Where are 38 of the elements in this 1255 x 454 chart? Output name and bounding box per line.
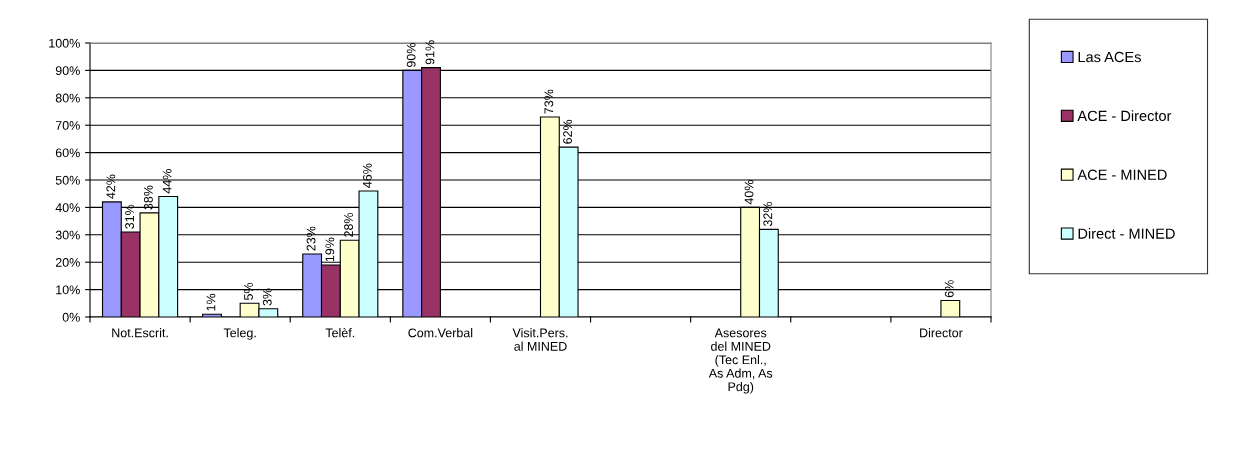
y-tick-label: 30% bbox=[55, 230, 80, 240]
data-label: 23% bbox=[306, 226, 316, 251]
data-label: 46% bbox=[362, 163, 372, 188]
x-tick-label: Teleg. bbox=[223, 328, 256, 340]
x-tick-label: Not.Escrit. bbox=[112, 328, 168, 338]
data-label: 3% bbox=[262, 288, 272, 306]
y-tick-label: 40% bbox=[55, 203, 80, 213]
y-tick-label: 100% bbox=[49, 38, 80, 48]
x-tick-label: Telèf. bbox=[325, 327, 355, 338]
data-label: 38% bbox=[143, 185, 153, 210]
legend-label: Direct - MINED bbox=[1078, 228, 1175, 239]
x-tick-label: Visit.Pers. al MINED bbox=[512, 328, 568, 351]
data-label: 90% bbox=[406, 43, 416, 68]
legend-label: ACE - Director bbox=[1077, 110, 1172, 122]
data-label: 28% bbox=[344, 212, 354, 237]
data-label: 31% bbox=[125, 204, 135, 229]
data-label: 42% bbox=[106, 174, 116, 199]
data-label: 73% bbox=[544, 89, 554, 114]
y-tick-label: 60% bbox=[55, 148, 80, 158]
data-label: 1% bbox=[206, 293, 216, 311]
legend-label: Las ACEs bbox=[1078, 51, 1141, 63]
y-tick-label: 70% bbox=[55, 121, 80, 130]
data-label: 19% bbox=[325, 237, 335, 262]
x-tick-label: Com.Verbal bbox=[408, 328, 473, 338]
y-tick-label: 90% bbox=[55, 66, 80, 76]
legend-label: ACE - MINED bbox=[1077, 169, 1167, 180]
y-tick-label: 80% bbox=[55, 93, 80, 103]
data-label: 40% bbox=[744, 180, 754, 205]
x-tick-label: Director bbox=[920, 328, 963, 338]
data-label: 91% bbox=[425, 40, 435, 65]
y-tick-label: 10% bbox=[56, 285, 80, 295]
data-label: 44% bbox=[162, 169, 172, 194]
y-tick-label: 20% bbox=[55, 258, 80, 267]
y-tick-label: 50% bbox=[55, 175, 80, 185]
y-tick-label: 0% bbox=[62, 312, 80, 322]
x-tick-label: Asesores del MINED (Tec Enl., As Adm, As Pdg) bbox=[708, 328, 773, 394]
data-label: 62% bbox=[563, 119, 573, 144]
data-label: 32% bbox=[763, 201, 773, 227]
